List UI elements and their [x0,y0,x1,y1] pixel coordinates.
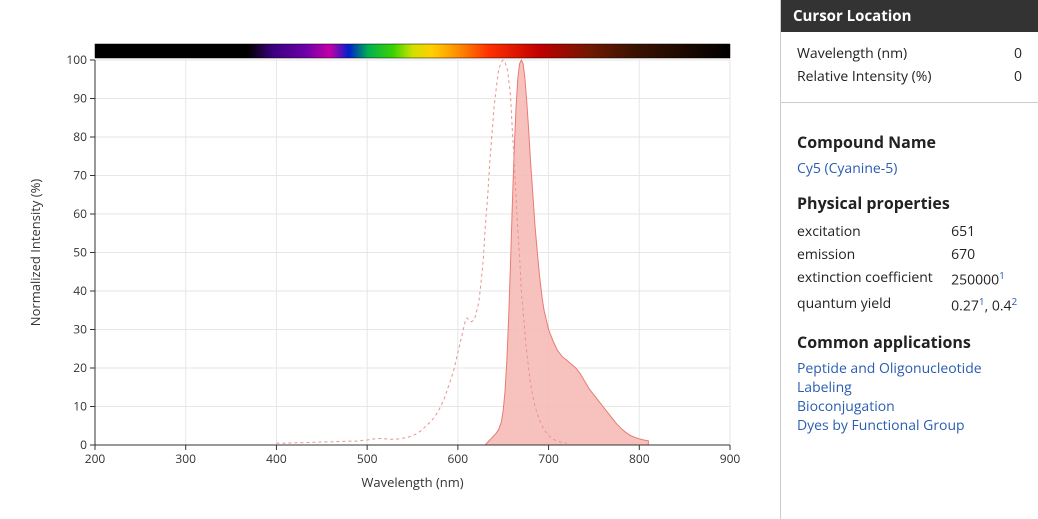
property-row: quantum yield0.271, 0.42 [797,292,1022,318]
spectrum-bar [95,44,730,58]
property-value: 651 [951,220,1022,243]
ytick-label: 100 [66,51,87,68]
ytick-label: 90 [73,90,87,107]
property-value: 2500001 [951,266,1022,292]
application-link[interactable]: Dyes by Functional Group [797,416,965,435]
sidebar: Cursor Location Wavelength (nm) 0 Relati… [780,0,1038,519]
xtick-label: 900 [720,450,741,467]
xtick-label: 800 [629,450,650,467]
ytick-label: 80 [73,128,87,145]
property-row: emission670 [797,243,1022,266]
xtick-label: 700 [538,450,559,467]
property-label: emission [797,243,951,266]
xtick-label: 600 [448,450,469,467]
cursor-label: Relative Intensity (%) [797,67,931,86]
x-axis-title: Wavelength (nm) [361,473,463,491]
xtick-label: 500 [357,450,378,467]
ytick-label: 50 [73,244,87,261]
spectrum-chart[interactable]: 0102030405060708090100200300400500600700… [0,0,780,519]
cursor-location-header: Cursor Location [781,0,1038,32]
property-value: 670 [951,243,1022,266]
ytick-label: 40 [73,282,87,299]
property-label: excitation [797,220,951,243]
ytick-label: 20 [73,359,87,376]
y-axis-title: Normalized Intensity (%) [26,179,44,327]
property-label: quantum yield [797,292,951,318]
compound-name-link[interactable]: Cy5 (Cyanine-5) [797,159,897,178]
xtick-label: 200 [85,450,106,467]
cursor-row-wavelength: Wavelength (nm) 0 [797,42,1022,65]
cursor-label: Wavelength (nm) [797,44,907,63]
applications-list: Peptide and Oligonucleotide LabelingBioc… [797,359,1022,435]
ytick-label: 60 [73,205,87,222]
cursor-value: 0 [1014,44,1022,63]
properties-table: excitation651emission670extinction coeff… [797,220,1022,317]
chart-area: 0102030405060708090100200300400500600700… [0,0,780,519]
property-row: extinction coefficient2500001 [797,266,1022,292]
cursor-row-intensity: Relative Intensity (%) 0 [797,65,1022,88]
application-link[interactable]: Bioconjugation [797,397,895,416]
ytick-label: 10 [73,398,87,415]
property-label: extinction coefficient [797,266,951,292]
xtick-label: 300 [175,450,196,467]
ytick-label: 70 [73,167,87,184]
property-row: excitation651 [797,220,1022,243]
applications-title: Common applications [797,331,1022,353]
divider [781,102,1038,103]
cursor-values: Wavelength (nm) 0 Relative Intensity (%)… [781,32,1038,98]
compound-section: Compound Name Cy5 (Cyanine-5) Physical p… [781,107,1038,445]
ytick-label: 30 [73,321,87,338]
xtick-label: 400 [266,450,287,467]
compound-name-title: Compound Name [797,131,1022,153]
cursor-value: 0 [1014,67,1022,86]
properties-title: Physical properties [797,192,1022,214]
property-value: 0.271, 0.42 [951,292,1022,318]
application-link[interactable]: Peptide and Oligonucleotide Labeling [797,359,982,397]
